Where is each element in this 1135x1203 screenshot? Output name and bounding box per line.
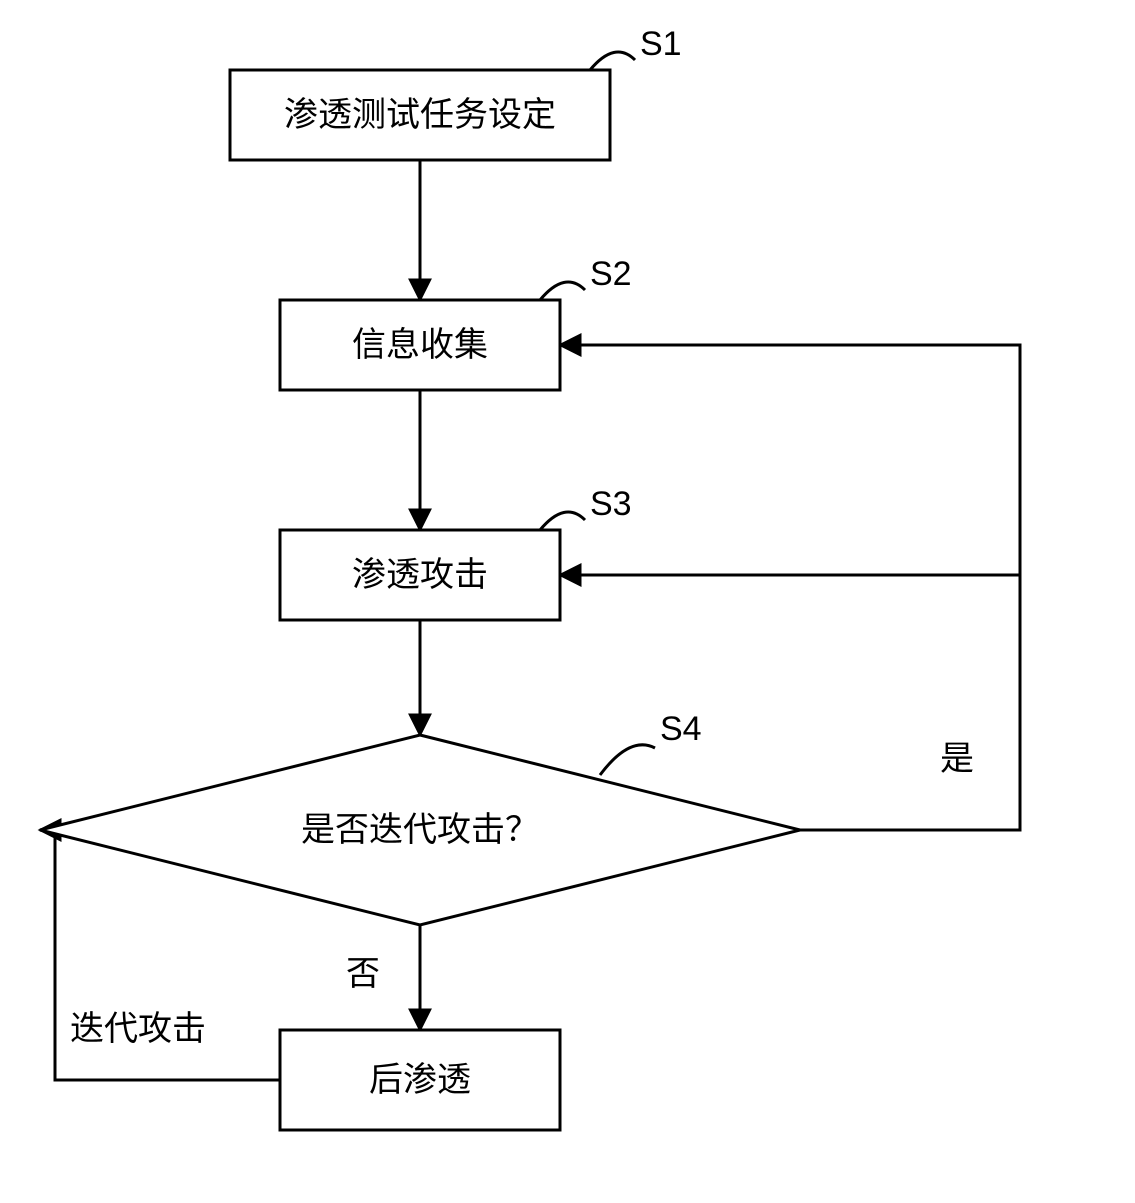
node-s2-label: 信息收集 (352, 326, 488, 364)
node-s3: 渗透攻击 (280, 530, 560, 620)
edge-label-iter: 迭代攻击 (70, 1010, 206, 1048)
node-s5-label: 后渗透 (369, 1061, 471, 1099)
node-s5: 后渗透 (280, 1030, 560, 1130)
node-s4-label: 是否迭代攻击？ (301, 811, 539, 849)
tag-tick-s4 (600, 745, 655, 775)
tag-s4: S4 (660, 710, 702, 748)
tag-tick-s3 (540, 512, 585, 530)
node-s2: 信息收集 (280, 300, 560, 390)
tag-tick-s2 (540, 282, 585, 300)
tag-tick-s1 (590, 52, 635, 70)
node-s1: 渗透测试任务设定 (230, 70, 610, 160)
tag-s3: S3 (590, 485, 632, 523)
node-s4: 是否迭代攻击？ (40, 735, 800, 925)
node-s1-label: 渗透测试任务设定 (284, 96, 556, 134)
edge-label-yes: 是 (940, 740, 974, 778)
edge-label-no: 否 (346, 955, 380, 993)
node-s3-label: 渗透攻击 (352, 556, 488, 594)
tag-s1: S1 (640, 25, 682, 63)
tag-s2: S2 (590, 255, 632, 293)
